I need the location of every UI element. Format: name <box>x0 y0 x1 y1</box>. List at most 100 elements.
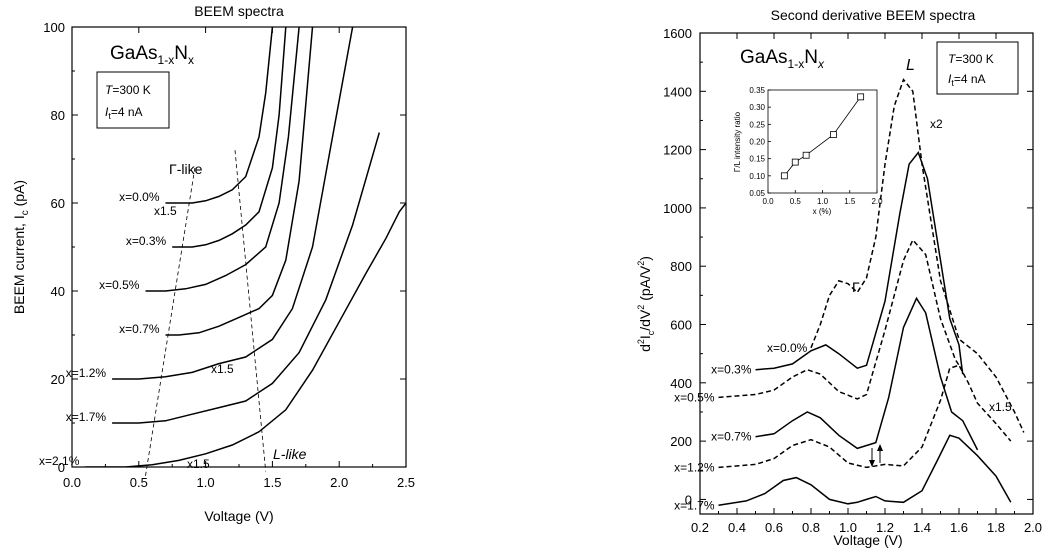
left-material-mid: N <box>174 43 188 64</box>
left-series-label: x=0.7% <box>119 322 160 336</box>
gamma-like-label: Γ-like <box>169 161 203 177</box>
right-series-line-0 <box>810 78 1025 433</box>
inset-y-axis-label: Γ/L intensity ratio <box>733 111 742 172</box>
left-x-tick-label: 0.5 <box>130 475 148 490</box>
left-current-sub: t <box>108 111 111 121</box>
left-x-axis-label: Voltage (V) <box>204 508 273 524</box>
right-y-ticks: 0 200 400 600 800 1000 1200 1400 1600 <box>663 26 1033 507</box>
right-ylabel-close: ) <box>637 256 653 261</box>
right-ylabel-sup1: 2 <box>636 339 646 344</box>
inset-x-tick-label: 2.0 <box>871 197 883 206</box>
left-y-tick-label: 0 <box>58 460 65 475</box>
right-y-tick-label: 1200 <box>663 143 692 158</box>
left-series-label: x=2.1% <box>39 454 80 468</box>
right-y-tick-label: 200 <box>670 434 692 449</box>
left-series-line-2 <box>145 27 300 292</box>
inset-y-tick-label: 0.25 <box>749 120 765 129</box>
right-ylabel-i: I <box>637 335 653 339</box>
inset-point-marker <box>791 158 799 166</box>
right-x-tick-label: 1.6 <box>950 520 968 535</box>
inset-y-tick-label: 0.20 <box>749 138 765 147</box>
inset-x-tick-label: 0.5 <box>790 197 802 206</box>
right-current-symbol: I <box>948 72 952 86</box>
inset-y-tick-label: 0.35 <box>749 86 765 95</box>
right-ylabel-dv: /dV <box>637 309 653 331</box>
left-y-tick-label: 40 <box>51 284 65 299</box>
right-x-tick-label: 0.6 <box>765 520 783 535</box>
left-series-label: x=1.7% <box>66 410 107 424</box>
inset-point-marker <box>857 93 865 101</box>
right-x-tick-label: 1.8 <box>987 520 1005 535</box>
l-like-text: L-like <box>273 446 307 462</box>
right-series-label: x=0.3% <box>711 363 752 377</box>
right-series-label: x=1.2% <box>674 460 715 474</box>
right-series-label: x=0.0% <box>767 341 808 355</box>
right-conditions-box <box>936 41 1019 95</box>
right-x-axis-label: Voltage (V) <box>833 532 902 548</box>
right-x-tick-label: 0.8 <box>802 520 820 535</box>
left-series-line-3 <box>165 27 314 336</box>
right-y-tick-label: 0 <box>685 492 692 507</box>
left-x-tick-label: 1.5 <box>263 475 281 490</box>
right-series-label: x=0.7% <box>711 430 752 444</box>
right-ylabel-unit: (pA/V <box>637 265 653 305</box>
right-current-sub: t <box>951 78 954 88</box>
inset-point-marker <box>802 151 810 159</box>
left-series-line-6 <box>85 202 406 467</box>
scale-label-bottom: x1.5 <box>187 457 210 471</box>
arrow-up-icon <box>877 444 883 463</box>
right-series-line-1 <box>755 150 964 375</box>
scale-label-mid: x1.5 <box>211 362 234 376</box>
left-y-ticks: 0 20 40 60 80 100 <box>43 20 406 475</box>
right-temperature-symbol: T <box>948 52 957 66</box>
scale-label-x15: x1.5 <box>989 400 1012 414</box>
inset-x-axis-label: x (%) <box>813 207 832 216</box>
l-peak-label: L <box>906 57 915 74</box>
right-y-tick-label: 800 <box>670 259 692 274</box>
left-temperature-label: T=300 K <box>105 83 151 97</box>
inset-y-tick-label: 0.05 <box>749 189 765 198</box>
left-series-line-4 <box>112 27 354 380</box>
right-chart-title: Second derivative BEEM spectra <box>771 7 976 23</box>
left-y-tick-label: 80 <box>51 108 65 123</box>
right-series-group <box>718 78 1025 507</box>
left-y-axis-label-unit: (pA) <box>11 180 27 210</box>
left-guide-line-1 <box>234 150 267 472</box>
right-temperature-value: =300 K <box>955 52 993 66</box>
inset-chart: 0.0 0.5 1.0 1.5 2.0 0.05 0.10 0.15 0.20 0.25 0.30… <box>733 85 883 216</box>
right-material-base: GaAs <box>740 47 788 68</box>
right-y-tick-label: 600 <box>670 318 692 333</box>
gamma-peak-label: Γ <box>852 279 860 295</box>
right-y-tick-label: 1600 <box>663 26 692 41</box>
left-y-tick-label: 100 <box>43 20 65 35</box>
left-chart: BEEM spectra 0.0 0.5 1.0 1.5 2.0 2.5 0 20 40 60 8… <box>11 3 415 524</box>
left-x-tick-label: 0.0 <box>63 475 81 490</box>
right-x-tick-label: 0.4 <box>728 520 746 535</box>
right-series-line-4 <box>718 364 1012 469</box>
right-material-sub1: 1-x <box>788 57 805 71</box>
left-y-tick-label: 60 <box>51 196 65 211</box>
left-series-line-1 <box>172 27 287 248</box>
right-series-line-2 <box>718 238 964 400</box>
inset-y-ticks: 0.05 0.10 0.15 0.20 0.25 0.30 0.35 <box>749 86 771 198</box>
left-temperature-symbol: T <box>105 83 114 97</box>
right-material-sub2: x <box>817 57 825 71</box>
right-material-label: GaAs1-xNx <box>740 47 825 71</box>
right-x-tick-label: 1.4 <box>913 520 931 535</box>
right-current-value: =4 nA <box>954 72 986 86</box>
left-current-value: =4 nA <box>111 105 143 119</box>
inset-point-marker <box>830 131 837 139</box>
right-y-tick-label: 400 <box>670 376 692 391</box>
left-series-label: x=0.0% <box>119 190 160 204</box>
left-y-axis-label: BEEM current, Ic (pA) <box>11 180 31 314</box>
inset-x-ticks: 0.0 0.5 1.0 1.5 2.0 <box>762 190 883 206</box>
right-x-tick-label: 0.2 <box>691 520 709 535</box>
right-x-tick-label: 2.0 <box>1024 520 1042 535</box>
right-series-label: x=1.7% <box>674 498 715 512</box>
left-x-tick-label: 2.5 <box>397 475 415 490</box>
right-series-labels: x=0.0% x=0.3% x=0.5% x=0.7% x=1.2% x=1.7% <box>674 341 807 512</box>
left-chart-title: BEEM spectra <box>194 3 284 19</box>
inset-y-tick-label: 0.15 <box>749 155 765 164</box>
left-series-labels: x=0.0% x=0.3% x=0.5% x=0.7% x=1.2% x=1.7% x=2.… <box>39 190 167 468</box>
right-y-axis-label: d2Ic/dV2 (pA/V2) <box>636 256 656 352</box>
